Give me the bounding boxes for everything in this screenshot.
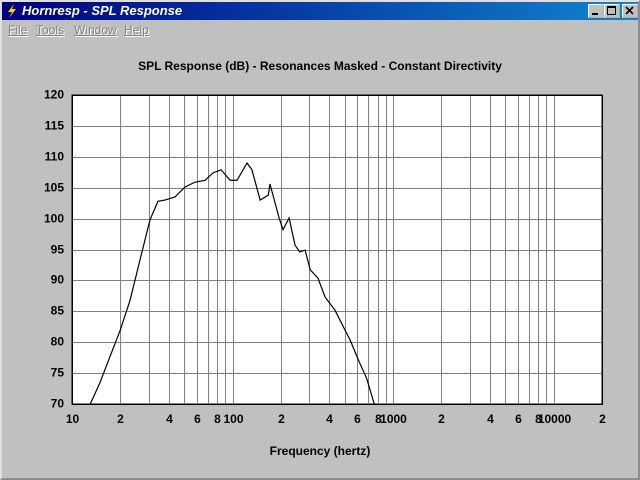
y-tick-label: 120: [44, 88, 64, 102]
x-tick-label: 2: [278, 412, 285, 426]
minimize-button[interactable]: [588, 4, 604, 18]
x-tick-label: 4: [326, 412, 333, 426]
menu-item[interactable]: File: [8, 23, 28, 37]
x-tick-label: 6: [515, 412, 522, 426]
x-tick-label: 8: [214, 412, 221, 426]
y-tick-label: 105: [44, 181, 64, 195]
x-tick-label: 8: [375, 412, 382, 426]
maximize-button[interactable]: [604, 4, 620, 18]
y-tick-label: 95: [51, 243, 65, 257]
window-title: Hornresp - SPL Response: [22, 3, 183, 18]
menu-item[interactable]: Tools: [36, 23, 65, 37]
x-tick-label: 10: [66, 412, 80, 426]
chart-title: SPL Response (dB) - Resonances Masked - …: [138, 59, 502, 73]
x-tick-label: 6: [194, 412, 201, 426]
plot-area: [71, 94, 603, 405]
y-tick-label: 90: [51, 273, 65, 287]
y-tick-label: 80: [51, 335, 65, 349]
x-tick-label: 2: [117, 412, 124, 426]
x-tick-label: 8: [535, 412, 542, 426]
menu-bar: File Tools Window Help: [2, 21, 638, 39]
menu-item[interactable]: Window: [74, 23, 117, 37]
x-tick-label: 6: [354, 412, 361, 426]
x-tick-label: 100: [223, 412, 243, 426]
y-tick-label: 115: [45, 119, 65, 133]
x-tick-label: 4: [487, 412, 494, 426]
x-axis-label: Frequency (hertz): [270, 444, 371, 458]
y-tick-label: 85: [51, 304, 65, 318]
x-tick-label: 1000: [380, 412, 407, 426]
plot-border: [72, 95, 603, 405]
x-tick-label: 2: [438, 412, 445, 426]
menu-item[interactable]: Help: [124, 23, 149, 37]
y-tick-label: 100: [44, 212, 64, 226]
x-tick-label: 4: [166, 412, 173, 426]
app-icon: [8, 4, 16, 18]
x-tick-label: 10000: [538, 412, 572, 426]
title-bar: Hornresp - SPL Response: [2, 2, 638, 20]
y-tick-label: 70: [51, 397, 65, 411]
response-curve: [89, 161, 375, 405]
y-tick-label: 110: [45, 150, 65, 164]
y-tick-label: 75: [51, 366, 65, 380]
x-tick-label: 2: [599, 412, 606, 426]
close-button[interactable]: [622, 4, 638, 18]
